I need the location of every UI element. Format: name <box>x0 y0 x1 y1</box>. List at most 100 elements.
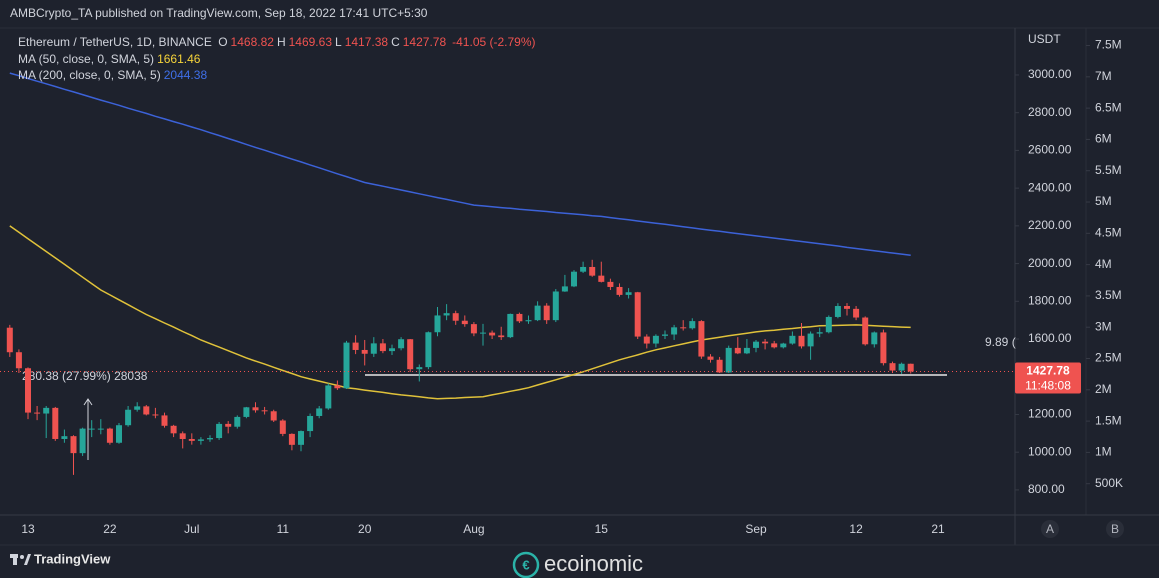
candle-body <box>325 385 332 409</box>
candle-body <box>834 306 841 317</box>
candle-body <box>470 324 477 334</box>
candle-body <box>543 305 550 321</box>
legend-row: Ethereum / TetherUS, 1D, BINANCE O 1468.8… <box>18 34 539 51</box>
ohlc-value: 1427.78 <box>402 35 447 49</box>
candle-body <box>207 438 213 440</box>
candle-body <box>707 356 714 360</box>
candle-body <box>652 335 659 344</box>
last-price-label: 1427.78 <box>1026 364 1070 378</box>
candle-body <box>161 415 168 426</box>
candle-body <box>134 406 141 410</box>
candle-body <box>52 407 59 439</box>
candle-body <box>398 339 405 349</box>
candle-body <box>780 343 787 348</box>
measure-arrow <box>83 398 93 406</box>
candle-body <box>425 332 432 368</box>
candle-body <box>25 368 31 413</box>
watermark-logo: € <box>512 551 540 578</box>
control-label[interactable]: B <box>1111 522 1119 536</box>
candle-body <box>407 339 414 370</box>
candle-body <box>179 433 186 439</box>
candle-body <box>525 320 532 322</box>
candle-body <box>197 439 204 441</box>
ohlc-value: 1469.63 <box>288 35 332 49</box>
y-tick-label: 2400.00 <box>1028 180 1072 194</box>
y2-tick-label: 1.5M <box>1095 413 1122 427</box>
candle-body <box>807 333 814 347</box>
candle-body <box>334 385 341 389</box>
y-tick-label: 2200.00 <box>1028 218 1072 232</box>
ohlc-label: O <box>218 35 228 49</box>
control-label[interactable]: A <box>1046 522 1054 536</box>
candle-body <box>252 407 259 411</box>
candle-body <box>743 347 750 354</box>
watermark: ecoinomic <box>544 551 643 576</box>
ohlc-value: 1417.38 <box>344 35 389 49</box>
candle-body <box>43 407 50 414</box>
x-tick-label: 11 <box>277 522 290 536</box>
candle-body <box>753 341 759 348</box>
y2-tick-label: 4.5M <box>1095 225 1122 239</box>
candle-body <box>616 286 623 295</box>
y2-tick-label: 2.5M <box>1095 351 1122 365</box>
candle-body <box>489 332 496 336</box>
y2-tick-label: 7M <box>1095 69 1112 83</box>
ma-line <box>9 225 911 400</box>
x-tick-label: 21 <box>931 522 945 536</box>
candle-body <box>662 334 668 336</box>
y2-tick-label: 5.5M <box>1095 163 1122 177</box>
y2-tick-label: 3M <box>1095 319 1112 333</box>
y2-tick-label: 6.5M <box>1095 100 1122 114</box>
ma-label: MA (50, close, 0, SMA, 5) <box>18 51 155 66</box>
candle-body <box>106 428 113 443</box>
candle-body <box>498 335 505 338</box>
candle-body <box>6 327 13 353</box>
candle-body <box>370 343 377 354</box>
candle-body <box>434 315 441 333</box>
candle-body <box>534 305 541 321</box>
candle-body <box>698 321 705 357</box>
plot-area <box>0 72 1015 475</box>
ohlc-label: C <box>391 35 400 49</box>
x-tick-label: 15 <box>595 522 609 536</box>
candle-body <box>234 416 241 427</box>
control-button[interactable] <box>1106 520 1124 538</box>
candle-body <box>671 327 678 335</box>
candle-body <box>143 406 150 415</box>
ma-row: MA (200, close, 0, SMA, 5) 2044.38 <box>18 67 539 84</box>
candle-body <box>607 281 614 287</box>
candle-body <box>416 367 423 370</box>
candle-body <box>298 431 304 445</box>
candle-body <box>844 306 850 309</box>
candle-body <box>853 308 860 318</box>
y2-tick-label: 7.5M <box>1095 38 1122 52</box>
candle-body <box>116 425 122 443</box>
candle-body <box>789 335 796 344</box>
x-tick-label: Aug <box>463 522 484 536</box>
x-tick-label: Jul <box>184 522 199 536</box>
change: -41.05 (-2.79%) <box>452 35 536 49</box>
y2-tick-label: 3.5M <box>1095 288 1122 302</box>
candle-body <box>625 292 632 295</box>
measure-label: 9.89 ( <box>985 335 1016 349</box>
candle-body <box>552 291 559 321</box>
candle-body <box>598 275 605 282</box>
y-axis-unit: USDT <box>1028 32 1061 46</box>
candle-body <box>216 423 223 439</box>
ohlc: O 1468.82 H 1469.63 L 1417.38 C 1427.78 <box>218 35 449 49</box>
y2-tick-label: 1M <box>1095 445 1112 459</box>
candle-body <box>689 321 696 329</box>
candle-body <box>880 332 887 364</box>
measure-label: 280.38 (27.99%) 28038 <box>22 369 148 383</box>
candle-body <box>243 407 250 417</box>
y2-tick-label: 5M <box>1095 194 1112 208</box>
y2-tick-label: 4M <box>1095 257 1112 271</box>
y-tick-label: 1800.00 <box>1028 293 1072 307</box>
control-button[interactable] <box>1041 520 1059 538</box>
ma-legend: MA (50, close, 0, SMA, 5) 1661.46 MA (200,… <box>18 51 539 84</box>
candle-body <box>279 420 286 434</box>
ma-line <box>9 72 911 256</box>
x-tick-label: 12 <box>849 522 863 536</box>
